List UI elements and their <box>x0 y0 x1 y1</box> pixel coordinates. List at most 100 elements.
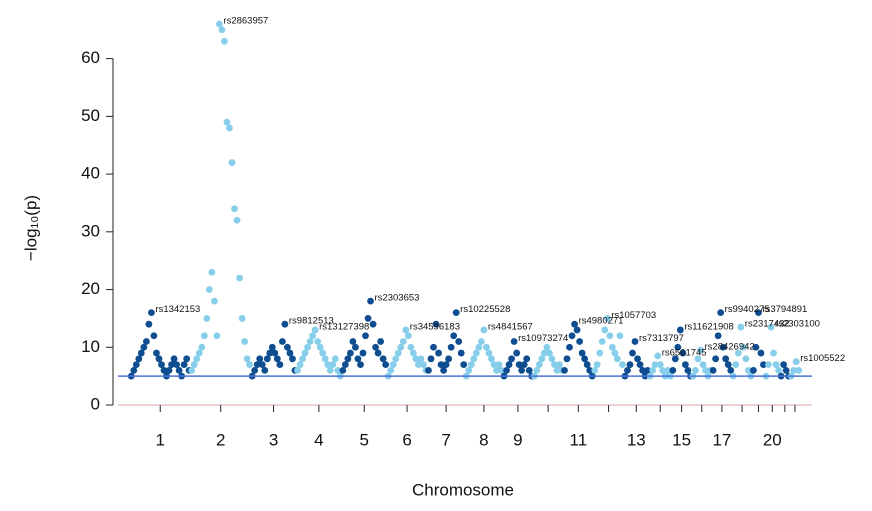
point <box>233 216 241 224</box>
point <box>445 355 453 363</box>
point <box>452 309 460 317</box>
point <box>377 338 385 345</box>
point <box>394 349 402 357</box>
point <box>465 366 473 374</box>
point <box>193 355 201 363</box>
point <box>699 361 707 368</box>
point <box>744 366 752 374</box>
point <box>223 118 231 126</box>
x-tick-label: 1 <box>155 430 164 449</box>
point <box>495 361 503 368</box>
point <box>148 309 155 317</box>
snp-label: rs34596183 <box>410 321 460 332</box>
point <box>732 361 740 368</box>
point <box>165 366 173 374</box>
point <box>742 355 750 363</box>
point <box>160 366 168 374</box>
x-axis-title: Chromosome <box>412 480 514 499</box>
point <box>440 366 447 374</box>
point <box>404 332 412 340</box>
point <box>435 349 442 357</box>
point <box>460 361 468 368</box>
point <box>268 343 276 351</box>
point <box>714 332 722 340</box>
point <box>553 366 561 374</box>
x-tick-label: 11 <box>570 430 588 449</box>
point <box>692 366 699 374</box>
point <box>790 366 798 374</box>
point <box>483 343 490 351</box>
point <box>551 361 558 368</box>
point <box>397 343 405 351</box>
point <box>359 349 367 357</box>
point <box>228 159 236 166</box>
point <box>231 205 238 213</box>
point <box>341 361 349 368</box>
point <box>533 366 541 374</box>
snp-label: rs2303100 <box>775 319 820 330</box>
snp-label: rs2863957 <box>223 16 268 27</box>
point <box>142 338 150 345</box>
snp-label: rs13127398 <box>319 321 369 332</box>
point <box>651 361 659 368</box>
point <box>276 361 284 368</box>
point <box>472 349 480 357</box>
point <box>430 343 437 351</box>
snp-label: rs9812513 <box>289 316 334 327</box>
point <box>362 332 369 340</box>
point <box>717 309 725 317</box>
point <box>132 361 140 368</box>
y-tick-label: 20 <box>81 279 100 298</box>
point <box>374 349 382 357</box>
point <box>455 338 463 345</box>
point <box>427 355 435 363</box>
point <box>180 361 188 368</box>
point <box>603 315 611 322</box>
point <box>271 349 279 357</box>
point <box>505 361 513 368</box>
point <box>624 366 631 374</box>
point <box>566 343 573 351</box>
point <box>352 343 359 351</box>
point <box>299 355 306 363</box>
point <box>294 366 301 374</box>
point <box>510 338 518 345</box>
point <box>301 349 309 357</box>
point <box>331 355 339 363</box>
point <box>432 320 440 328</box>
point <box>598 338 606 345</box>
point <box>488 355 495 363</box>
point <box>543 343 551 351</box>
point <box>203 315 211 322</box>
point <box>289 355 296 363</box>
point <box>760 361 767 368</box>
point <box>210 297 218 305</box>
snp-label: rs10225528 <box>460 304 510 315</box>
point <box>261 366 269 374</box>
point <box>674 343 682 351</box>
point <box>619 361 626 368</box>
point <box>649 366 657 374</box>
point <box>216 20 223 28</box>
snp-label: rs2317432 <box>745 319 790 330</box>
point <box>309 332 317 340</box>
point <box>420 361 427 368</box>
point <box>712 355 720 363</box>
point <box>508 355 515 363</box>
x-tick-label: 13 <box>627 430 646 449</box>
x-tick-label: 8 <box>479 430 488 449</box>
point <box>681 361 689 368</box>
point <box>311 326 319 334</box>
x-tick-label: 20 <box>763 430 782 449</box>
point <box>654 352 662 360</box>
point <box>583 361 591 368</box>
point <box>399 338 407 345</box>
x-tick-label: 4 <box>314 430 323 449</box>
point <box>467 361 475 368</box>
point <box>382 361 390 368</box>
point <box>568 332 576 340</box>
point <box>608 343 616 351</box>
snp-label: rs2303653 <box>375 293 420 304</box>
point <box>402 326 410 334</box>
